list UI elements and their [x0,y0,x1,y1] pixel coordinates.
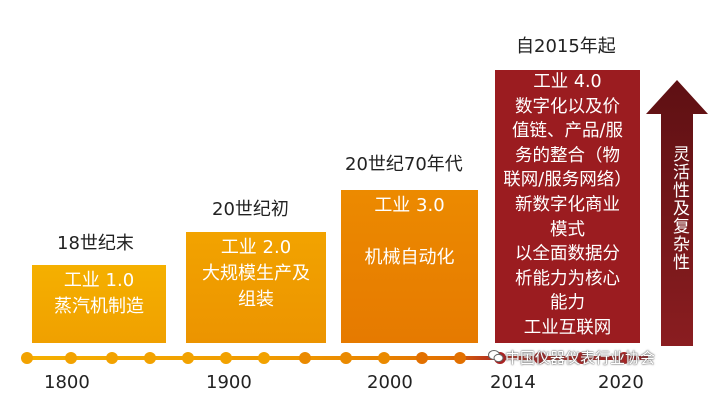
stage-4-line-3: 值链、产品/服 [512,121,623,142]
timeline-dot [454,352,466,364]
timeline-dot [106,352,118,364]
year-1800: 1800 [44,372,90,393]
stage-4-line-11: 工业互联网 [523,317,612,338]
arrow-label: 灵活性及复杂性 [669,145,689,271]
year-1900: 1900 [206,372,252,393]
stage-3-line-1: 工业 3.0 [374,195,445,216]
timeline-axis [24,356,648,360]
stage-4-line-4: 务的整合（物 [515,145,620,166]
era-label-2: 20世纪初 [212,199,289,220]
stage-3-line-2: 机械自动化 [364,247,455,268]
stage-box-industry-3: 工业 3.0 机械自动化 [341,190,478,343]
era-label-4: 自2015年起 [516,36,616,57]
stage-1-line-1: 工业 1.0 [63,270,135,291]
timeline-dot [416,352,428,364]
timeline-dot [340,352,352,364]
timeline-dot [378,352,390,364]
timeline-dot [220,352,232,364]
stage-1-line-2: 蒸汽机制造 [54,296,144,317]
timeline-dot [576,352,588,364]
flexibility-arrow [646,80,708,346]
timeline-dot [144,352,156,364]
stage-box-industry-4: 工业 4.0 数字化以及价 值链、产品/服 务的整合（物 联网/服务网络） 新数… [495,70,640,343]
stage-2-line-1: 工业 2.0 [220,237,292,258]
year-2000: 2000 [367,372,413,393]
stage-4-line-9: 析能力为核心 [515,268,620,289]
stage-4-line-1: 工业 4.0 [533,72,602,92]
stage-4-line-5: 联网/服务网络） [503,170,632,191]
timeline-dot [618,352,630,364]
timeline-dot [182,352,194,364]
timeline-dot [65,352,77,364]
year-2014: 2014 [490,372,536,393]
era-label-1: 18世纪末 [57,233,134,254]
era-label-3: 20世纪70年代 [345,154,463,175]
stage-2-line-3: 组装 [238,289,274,310]
stage-4-line-8: 以全面数据分 [515,244,620,265]
stage-2-line-2: 大规模生产及 [202,263,310,284]
stage-box-industry-2: 工业 2.0 大规模生产及 组装 [186,232,326,343]
stage-4-line-7: 模式 [550,219,585,240]
wechat-icon [488,350,504,363]
timeline-dot [21,352,33,364]
stage-4-line-6: 新数字化商业 [515,194,620,215]
year-2020: 2020 [598,372,644,393]
stage-4-line-10: 能力 [550,293,585,314]
stage-box-industry-1: 工业 1.0 蒸汽机制造 [32,265,166,343]
watermark-text: 中国仪器仪表行业协会 [505,349,656,367]
timeline-dot [258,352,270,364]
timeline-dot [299,352,311,364]
timeline-dot [534,352,546,364]
stage-4-line-2: 数字化以及价 [515,96,620,117]
